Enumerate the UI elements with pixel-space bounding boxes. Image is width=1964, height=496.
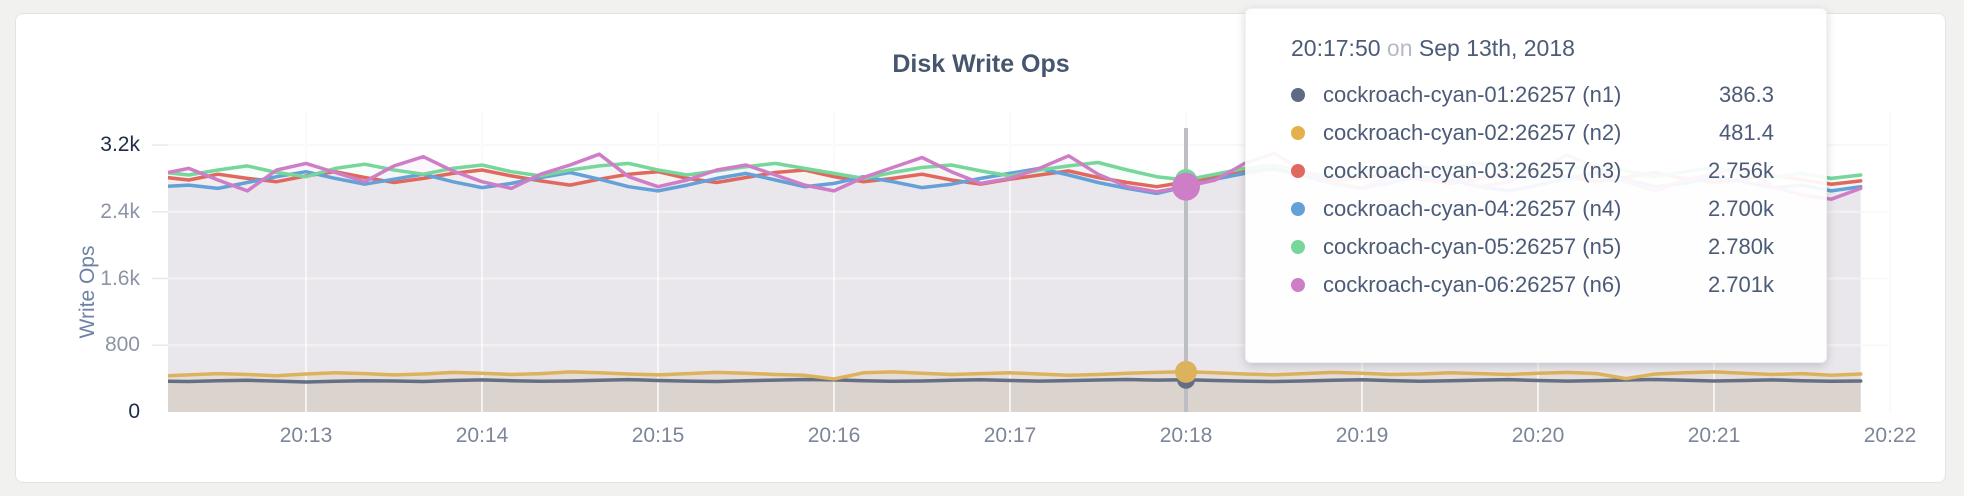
tooltip-series-value: 2.701k bbox=[1707, 272, 1774, 297]
series-color-dot-icon bbox=[1291, 240, 1305, 254]
tooltip-series-label: cockroach-cyan-06:26257 (n6) bbox=[1323, 272, 1622, 297]
y-tick-label: 3.2k bbox=[100, 133, 140, 156]
x-tick-label: 20:14 bbox=[455, 424, 509, 447]
series-line bbox=[168, 377, 1863, 384]
tooltip-row: cockroach-cyan-06:26257 (n6) 2.701k bbox=[1291, 266, 1774, 304]
tooltip-series-label: cockroach-cyan-02:26257 (n2) bbox=[1323, 120, 1622, 145]
x-tick-label: 20:21 bbox=[1687, 424, 1741, 447]
tooltip-row: cockroach-cyan-03:26257 (n3) 2.756k bbox=[1291, 152, 1774, 190]
tooltip-row: cockroach-cyan-01:26257 (n1) 386.3 bbox=[1291, 76, 1774, 114]
series-color-dot-icon bbox=[1291, 126, 1305, 140]
series-color-dot-icon bbox=[1291, 88, 1305, 102]
x-tick-label: 20:13 bbox=[279, 424, 333, 447]
tooltip-series-label: cockroach-cyan-03:26257 (n3) bbox=[1323, 158, 1622, 183]
y-tick-label: 1.6k bbox=[100, 266, 140, 290]
series-color-dot-icon bbox=[1291, 164, 1305, 178]
x-tick-label: 20:15 bbox=[631, 424, 685, 447]
tooltip-series-value: 2.780k bbox=[1707, 234, 1774, 259]
chart-tooltip: 20:17:50 on Sep 13th, 2018 cockroach-cya… bbox=[1245, 8, 1827, 363]
series-color-dot-icon bbox=[1291, 202, 1305, 216]
series-color-dot-icon bbox=[1291, 278, 1305, 292]
y-tick-label: 800 bbox=[104, 333, 140, 357]
series-area bbox=[168, 379, 1861, 412]
tooltip-time: 20:17:50 bbox=[1291, 35, 1381, 61]
tooltip-series-label: cockroach-cyan-05:26257 (n5) bbox=[1323, 234, 1622, 259]
y-tick-label: 0 bbox=[128, 400, 140, 423]
tooltip-series-label: cockroach-cyan-04:26257 (n4) bbox=[1323, 196, 1622, 221]
hover-dot bbox=[1172, 172, 1200, 201]
x-tick-label: 20:17 bbox=[983, 424, 1037, 447]
x-tick-label: 20:16 bbox=[807, 424, 861, 447]
tooltip-rows: cockroach-cyan-01:26257 (n1) 386.3 cockroa… bbox=[1291, 76, 1774, 304]
tooltip-series-value: 481.4 bbox=[1718, 120, 1774, 145]
hover-dot bbox=[1175, 360, 1197, 383]
chart-title: Disk Write Ops bbox=[892, 50, 1070, 78]
series-line bbox=[168, 370, 1863, 381]
tooltip-title: 20:17:50 on Sep 13th, 2018 bbox=[1291, 35, 1774, 62]
tooltip-row: cockroach-cyan-05:26257 (n5) 2.780k bbox=[1291, 228, 1774, 266]
x-tick-label: 20:19 bbox=[1335, 424, 1389, 447]
tooltip-series-value: 2.700k bbox=[1707, 196, 1774, 221]
x-tick-label: 20:18 bbox=[1159, 424, 1213, 447]
tooltip-on-word: on bbox=[1386, 35, 1413, 61]
tooltip-series-value: 2.756k bbox=[1707, 158, 1774, 183]
tooltip-row: cockroach-cyan-02:26257 (n2) 481.4 bbox=[1291, 114, 1774, 152]
tooltip-row: cockroach-cyan-04:26257 (n4) 2.700k bbox=[1291, 190, 1774, 228]
x-tick-label: 20:20 bbox=[1511, 424, 1565, 447]
tooltip-date: Sep 13th, 2018 bbox=[1418, 35, 1575, 61]
tooltip-series-label: cockroach-cyan-01:26257 (n1) bbox=[1323, 82, 1622, 107]
tooltip-series-value: 386.3 bbox=[1718, 82, 1774, 107]
y-tick-label: 2.4k bbox=[100, 199, 140, 223]
x-tick-label: 20:22 bbox=[1863, 424, 1917, 447]
